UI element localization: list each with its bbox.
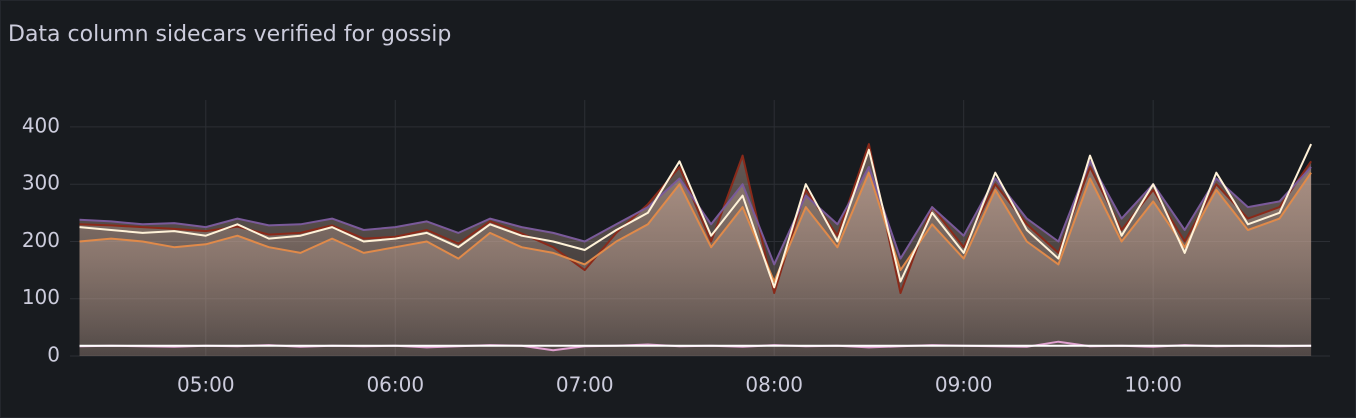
series-line	[79, 171, 1312, 283]
x-tick-label: 07:00	[556, 373, 614, 397]
y-tick-label: 300	[22, 171, 60, 195]
series-area	[79, 161, 1312, 356]
x-tick-label: 08:00	[745, 373, 803, 397]
y-tick-label: 0	[47, 343, 60, 367]
x-tick-label: 05:00	[177, 373, 235, 397]
y-tick-label: 100	[22, 285, 60, 309]
series-line	[79, 143, 1313, 289]
x-tick-label: 09:00	[935, 373, 993, 397]
y-tick-label: 400	[22, 113, 60, 137]
x-tick-label: 06:00	[366, 373, 424, 397]
panel-title: Data column sidecars verified for gossip	[8, 22, 451, 47]
y-tick-label: 200	[22, 228, 60, 252]
series-line	[79, 160, 1312, 266]
x-tick-label: 10:00	[1124, 373, 1182, 397]
series-line	[79, 143, 1312, 294]
